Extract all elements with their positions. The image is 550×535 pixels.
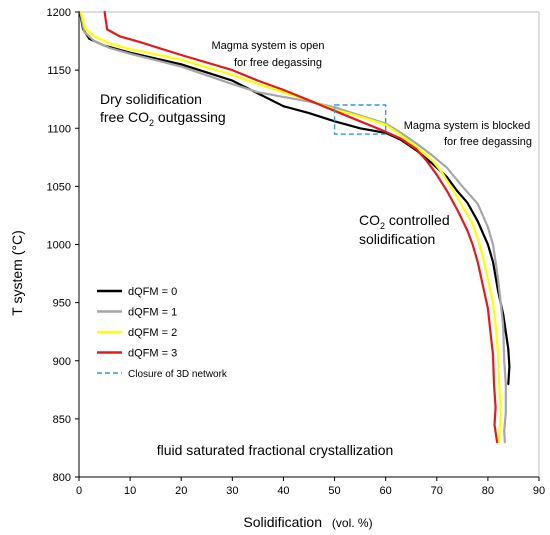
x-tick-label: 10 xyxy=(124,485,136,497)
y-tick-label: 1100 xyxy=(47,123,71,135)
x-axis-ticks: 0 10 20 30 40 50 60 70 80 90 xyxy=(76,477,545,497)
annotation-open-line2: for free degassing xyxy=(234,57,322,69)
series-line-2 xyxy=(79,10,502,444)
legend-label-3: dQFM = 3 xyxy=(128,348,177,360)
series-lines xyxy=(78,10,511,444)
legend: dQFM = 0 dQFM = 1 dQFM = 2 dQFM = 3 Closure … xyxy=(97,286,228,380)
y-tick-label: 1000 xyxy=(47,240,71,252)
annotation-dry-line2-pre: free CO xyxy=(100,109,149,125)
x-tick-label: 50 xyxy=(328,485,340,497)
annotation-blocked-line1: Magma system is blocked xyxy=(404,120,531,132)
annotation-co2-line1: CO2 controlled xyxy=(359,212,450,231)
legend-label-1: dQFM = 1 xyxy=(128,307,177,319)
x-tick-label: 30 xyxy=(226,485,238,497)
annotation-co2-line1-post: controlled xyxy=(385,212,450,228)
x-tick-label: 20 xyxy=(175,485,187,497)
x-tick-label: 70 xyxy=(431,485,443,497)
y-axis-label: T system (°C) xyxy=(9,230,25,315)
legend-label-0: dQFM = 0 xyxy=(128,286,177,298)
closure-box xyxy=(333,104,387,135)
legend-label-closure: Closure of 3D network xyxy=(128,369,228,380)
y-axis-ticks: 800 850 900 950 1000 1050 1100 1150 1200 xyxy=(47,7,79,484)
y-tick-label: 1150 xyxy=(47,65,71,77)
y-tick-label: 850 xyxy=(53,414,71,426)
series-line-3 xyxy=(103,10,499,444)
annotation-dry-line2-post: outgassing xyxy=(154,109,226,125)
x-tick-label: 60 xyxy=(380,485,392,497)
annotation-open-line1: Magma system is open xyxy=(211,40,324,52)
series-line-1 xyxy=(79,10,507,444)
x-axis-label: Solidification (vol. %) xyxy=(243,514,372,530)
annotation-co2-line2: solidification xyxy=(359,231,435,247)
x-tick-label: 40 xyxy=(277,485,289,497)
annotation-blocked-line2: for free degassing xyxy=(444,136,532,148)
x-axis-label-unit: (vol. %) xyxy=(332,516,373,530)
x-axis-label-main: Solidification xyxy=(243,514,322,530)
legend-label-2: dQFM = 2 xyxy=(128,327,177,339)
y-tick-label: 900 xyxy=(53,356,71,368)
x-tick-label: 90 xyxy=(533,485,545,497)
x-tick-label: 0 xyxy=(76,485,82,497)
annotation-dry-line2-sub: 2 xyxy=(149,118,154,128)
annotation-co2-line1-pre: CO xyxy=(359,212,380,228)
annotation-dry-line1: Dry solidification xyxy=(100,91,202,107)
y-tick-label: 1200 xyxy=(47,7,71,19)
annotation-co2-line1-sub: 2 xyxy=(380,221,385,231)
y-tick-label: 950 xyxy=(53,298,71,310)
annotation-dry-line2: free CO2 outgassing xyxy=(100,109,226,128)
y-tick-label: 1050 xyxy=(47,181,71,193)
y-tick-label: 800 xyxy=(53,472,71,484)
x-tick-label: 80 xyxy=(482,485,494,497)
annotation-fluid: fluid saturated fractional crystallizati… xyxy=(157,442,394,458)
